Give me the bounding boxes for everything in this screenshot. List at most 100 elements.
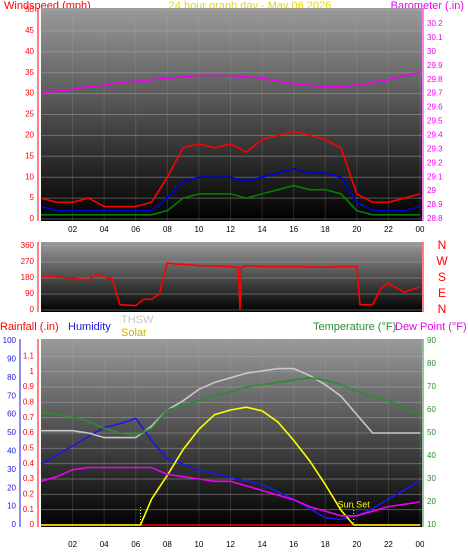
y-tick-label: 0 — [30, 214, 35, 223]
y-tick-label: 30 — [25, 89, 34, 98]
y2-tick-label: 28.8 — [427, 214, 443, 223]
y2-tick-label: N — [438, 238, 447, 252]
y2-tick-label: 29.7 — [427, 89, 443, 98]
x-tick-label: 10 — [194, 225, 203, 234]
y-tick-label: 0.8 — [23, 397, 35, 406]
y3-tick-label: 100 — [3, 336, 17, 345]
y2-tick-label: 29.4 — [427, 131, 443, 140]
x-tick-label: 16 — [289, 540, 298, 549]
x-tick-label: 00 — [416, 225, 425, 234]
series-line — [40, 130, 421, 208]
series-line — [40, 376, 421, 437]
y-tick-label: 25 — [25, 110, 34, 119]
x-tick-label: 06 — [131, 540, 140, 549]
y-tick-label: 270 — [21, 257, 35, 266]
x-tick-label: 04 — [100, 540, 109, 549]
y-tick-label: 0.7 — [23, 413, 35, 422]
y-axis-label: Windspeed (mph) — [4, 0, 91, 12]
y2-tick-label: 20 — [427, 497, 436, 506]
x-tick-label: 14 — [258, 540, 267, 549]
series-line — [40, 466, 421, 517]
x-tick-label: 12 — [226, 540, 235, 549]
x-tick-label: 00 — [416, 540, 425, 549]
x-tick-label: 22 — [384, 225, 393, 234]
y2-tick-label: 29.5 — [427, 117, 443, 126]
y2-tick-label: 30 — [427, 474, 436, 483]
x-tick-label: 08 — [163, 225, 172, 234]
y2-tick-label: 29.9 — [427, 61, 443, 70]
y2-tick-label: 10 — [427, 520, 436, 529]
y2-tick-label: 30 — [427, 47, 436, 56]
series-line — [40, 71, 421, 95]
y3-tick-label: 50 — [7, 428, 16, 437]
y2-tick-label: 30.1 — [427, 33, 443, 42]
y3-tick-label: 30 — [7, 465, 16, 474]
y-tick-label: 1 — [30, 367, 35, 376]
y-tick-label: 0.4 — [23, 459, 35, 468]
y-tick-label: 0.6 — [23, 428, 35, 437]
y3-tick-label: 80 — [7, 373, 16, 382]
series-line — [40, 167, 421, 212]
y2-tick-label: S — [438, 270, 446, 284]
y2-tick-label: 30.2 — [427, 19, 443, 28]
plot-area — [41, 8, 422, 221]
y-tick-label: 0.2 — [23, 489, 35, 498]
y-tick-label: 5 — [30, 193, 35, 202]
y-tick-label: 90 — [25, 289, 34, 298]
legend-label: Humidity — [68, 321, 111, 333]
y-tick-label: 20 — [25, 131, 34, 140]
y2-tick-label: 70 — [427, 382, 436, 391]
y-tick-label: 0 — [30, 305, 35, 314]
y2-tick-label: 50 — [427, 428, 436, 437]
y-tick-label: 180 — [21, 273, 35, 282]
y2-tick-label: 29.1 — [427, 172, 443, 181]
x-tick-label: 20 — [352, 225, 361, 234]
y2-tick-label: W — [436, 254, 448, 268]
x-tick-label: 22 — [384, 540, 393, 549]
y3-tick-label: 90 — [7, 355, 16, 364]
y-tick-label: 0.9 — [23, 382, 35, 391]
x-tick-label: 18 — [321, 225, 330, 234]
legend-label: Rainfall (.in) — [0, 321, 59, 333]
y2-axis-label: Barometer (.in) — [391, 0, 464, 12]
legend-label: Dew Point (°F) — [395, 321, 467, 333]
y-tick-label: 10 — [25, 172, 34, 181]
y2-tick-label: 28.9 — [427, 200, 443, 209]
y-tick-label: 35 — [25, 68, 34, 77]
legend-label: Solar — [121, 327, 147, 339]
y3-tick-label: 70 — [7, 391, 16, 400]
y-tick-label: 0 — [30, 520, 35, 529]
legend-label: Temperature (°F) — [313, 321, 396, 333]
y-tick-label: 0.1 — [23, 505, 35, 514]
y2-tick-label: 29.2 — [427, 158, 443, 167]
y3-tick-label: 60 — [7, 410, 16, 419]
x-tick-label: 06 — [131, 225, 140, 234]
x-tick-label: 04 — [100, 225, 109, 234]
x-tick-label: 18 — [321, 540, 330, 549]
y2-tick-label: 29.8 — [427, 75, 443, 84]
y3-tick-label: 10 — [7, 502, 16, 511]
y-tick-label: 40 — [25, 47, 34, 56]
y-tick-label: 0.3 — [23, 474, 35, 483]
y-tick-label: 50 — [25, 5, 34, 14]
y2-tick-label: N — [438, 302, 447, 316]
y2-tick-label: 60 — [427, 405, 436, 414]
plot-area — [41, 242, 422, 312]
x-tick-label: 16 — [289, 225, 298, 234]
y-tick-label: 1.1 — [23, 351, 35, 360]
x-tick-label: 08 — [163, 540, 172, 549]
legend-label: THSW — [121, 314, 154, 326]
x-tick-label: 10 — [194, 540, 203, 549]
y-tick-label: 15 — [25, 151, 34, 160]
series-line — [41, 367, 420, 439]
y2-tick-label: 29 — [427, 186, 436, 195]
y2-tick-label: 40 — [427, 451, 436, 460]
y3-tick-label: 20 — [7, 483, 16, 492]
plot-area — [41, 339, 422, 527]
y2-tick-label: E — [438, 286, 446, 300]
series-line — [41, 406, 420, 526]
x-tick-label: 20 — [352, 540, 361, 549]
series-line — [41, 184, 420, 216]
